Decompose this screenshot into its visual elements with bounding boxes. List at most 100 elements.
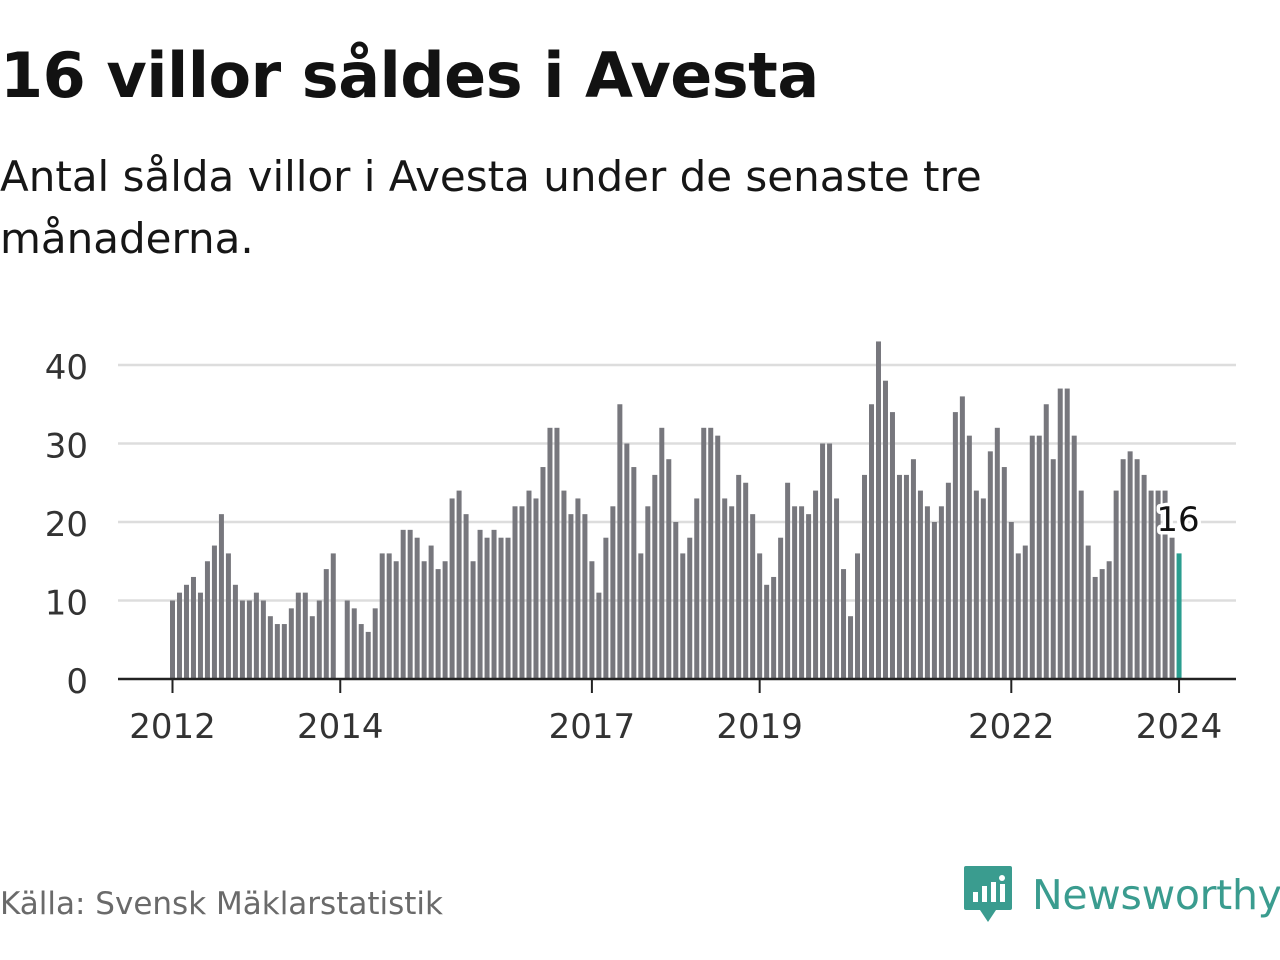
bar bbox=[736, 474, 742, 679]
page-subtitle: Antal sålda villor i Avesta under de sen… bbox=[0, 152, 982, 263]
bar bbox=[330, 553, 336, 679]
bar bbox=[862, 474, 868, 679]
bar bbox=[680, 553, 686, 679]
bar bbox=[568, 514, 574, 679]
bar bbox=[1148, 490, 1154, 679]
bar bbox=[498, 537, 504, 679]
bar bbox=[414, 537, 420, 679]
bar bbox=[344, 600, 350, 679]
bar bbox=[1092, 576, 1098, 679]
y-tick-label: 20 bbox=[45, 505, 88, 545]
bar bbox=[910, 459, 916, 679]
bar bbox=[575, 498, 581, 679]
bar bbox=[1064, 388, 1070, 679]
bar bbox=[463, 514, 469, 679]
bar bbox=[596, 592, 602, 679]
bar bbox=[966, 435, 972, 679]
bar bbox=[288, 608, 294, 679]
brand-name: Newsworthy bbox=[1032, 871, 1280, 919]
bar bbox=[1036, 435, 1042, 679]
bar bbox=[190, 576, 196, 679]
bar bbox=[351, 608, 357, 679]
bar bbox=[176, 592, 182, 679]
bar bbox=[253, 592, 259, 679]
bar bbox=[526, 490, 532, 679]
bar bbox=[1099, 569, 1105, 679]
bar bbox=[694, 498, 700, 679]
bar bbox=[428, 545, 434, 679]
bar bbox=[512, 506, 518, 679]
bar bbox=[1134, 459, 1140, 679]
bar bbox=[533, 498, 539, 679]
bar bbox=[1057, 388, 1063, 679]
bar bbox=[743, 482, 749, 679]
bar bbox=[1141, 474, 1147, 679]
bar bbox=[875, 341, 881, 679]
bar bbox=[246, 600, 252, 679]
bar bbox=[1015, 553, 1021, 679]
x-tick-label: 2012 bbox=[129, 707, 216, 740]
bar bbox=[889, 412, 895, 679]
bar bbox=[1029, 435, 1035, 679]
bar bbox=[771, 576, 777, 679]
bar bbox=[211, 545, 217, 679]
bar bbox=[218, 514, 224, 679]
bar bbox=[806, 514, 812, 679]
bar bbox=[896, 474, 902, 679]
bar bbox=[379, 553, 385, 679]
bar bbox=[435, 569, 441, 679]
bar bbox=[1106, 561, 1112, 679]
brand-logo: Newsworthy bbox=[962, 862, 1280, 928]
bar bbox=[1169, 537, 1175, 679]
bar bbox=[1085, 545, 1091, 679]
y-tick-label: 40 bbox=[45, 348, 88, 388]
x-tick-label: 2017 bbox=[549, 707, 636, 740]
bar bbox=[945, 482, 951, 679]
bar bbox=[1043, 404, 1049, 679]
bar bbox=[267, 616, 273, 679]
bar bbox=[638, 553, 644, 679]
bar bbox=[708, 427, 714, 679]
x-tick-label: 2014 bbox=[297, 707, 384, 740]
bar bbox=[295, 592, 301, 679]
bar bbox=[561, 490, 567, 679]
bar bbox=[652, 474, 658, 679]
bar bbox=[239, 600, 245, 679]
bar bbox=[673, 522, 679, 679]
bar bbox=[645, 506, 651, 679]
bar bbox=[225, 553, 231, 679]
bar bbox=[260, 600, 266, 679]
bar bbox=[1022, 545, 1028, 679]
bar bbox=[582, 514, 588, 679]
bar bbox=[764, 584, 770, 679]
bar bbox=[799, 506, 805, 679]
bar bbox=[624, 443, 630, 679]
bar bbox=[386, 553, 392, 679]
bar bbox=[1113, 490, 1119, 679]
highlight-value-label: 16 bbox=[1156, 500, 1199, 540]
bar bbox=[841, 569, 847, 679]
bar bbox=[232, 584, 238, 679]
bar bbox=[484, 537, 490, 679]
bar bbox=[722, 498, 728, 679]
bar bbox=[1155, 490, 1161, 679]
bar bbox=[938, 506, 944, 679]
bar bbox=[924, 506, 930, 679]
bar bbox=[827, 443, 833, 679]
bar bbox=[687, 537, 693, 679]
highlight-bar bbox=[1176, 553, 1182, 679]
bar bbox=[834, 498, 840, 679]
bar bbox=[1127, 451, 1133, 679]
bar bbox=[994, 427, 1000, 679]
x-axis-ticks: 2012 2014 2017 2019 2022 2024 bbox=[129, 679, 1222, 740]
bar bbox=[952, 412, 958, 679]
highlight-value-halo: 16 bbox=[1156, 500, 1199, 540]
bar bbox=[358, 624, 364, 679]
x-tick-label: 2019 bbox=[716, 707, 803, 740]
bar bbox=[281, 624, 287, 679]
bar bbox=[274, 624, 280, 679]
bar bbox=[505, 537, 511, 679]
bar bbox=[309, 616, 315, 679]
bar bbox=[400, 529, 406, 679]
